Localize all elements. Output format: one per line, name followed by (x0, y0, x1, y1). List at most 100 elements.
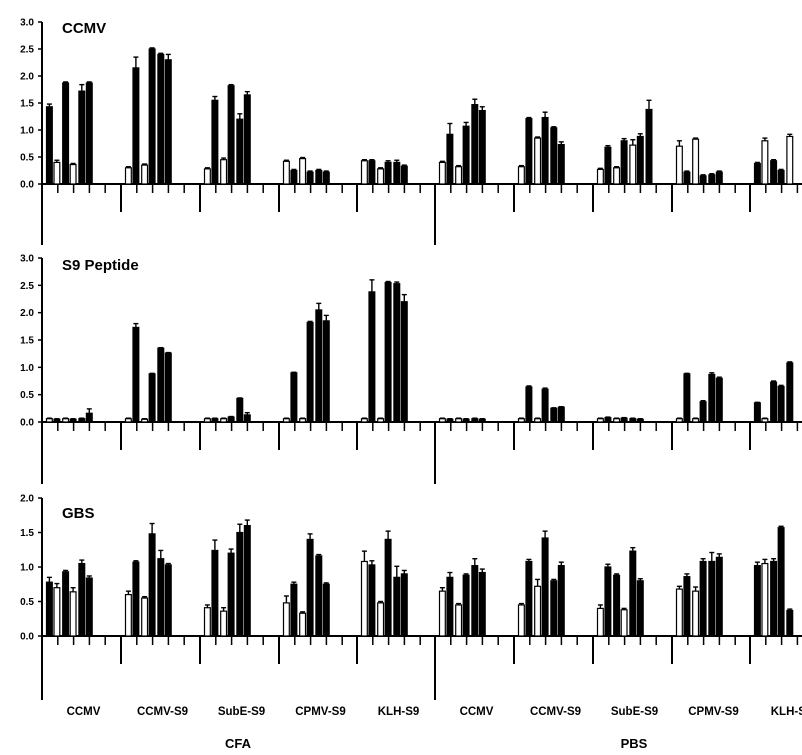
bar (604, 146, 612, 185)
bar (306, 171, 314, 185)
bar (124, 167, 132, 185)
bar (243, 414, 251, 423)
bar (550, 580, 558, 637)
bar (384, 538, 392, 637)
bar (393, 576, 401, 637)
bar (157, 347, 165, 423)
bar (282, 160, 290, 185)
bar (315, 309, 323, 423)
bar (455, 418, 463, 423)
bar (211, 549, 219, 637)
bar (517, 604, 525, 637)
bar (306, 321, 314, 423)
y-tick-label: 0.0 (20, 632, 34, 643)
bar (322, 583, 330, 637)
bar (69, 418, 77, 423)
bar (777, 385, 785, 423)
y-tick-label: 2.5 (20, 281, 34, 292)
bar (400, 165, 408, 185)
bar (315, 169, 323, 185)
bar (368, 291, 376, 423)
bar (770, 160, 778, 185)
bar (438, 590, 446, 637)
bar (62, 82, 70, 185)
y-tick-label: 3.0 (20, 254, 34, 265)
bar (148, 533, 156, 637)
bar (786, 609, 794, 637)
bar (306, 538, 314, 637)
bar (462, 418, 470, 423)
bar (377, 418, 385, 423)
bar (462, 125, 470, 185)
bar (636, 418, 644, 423)
bar (478, 109, 486, 185)
group-label: CPMV-S9 (688, 706, 739, 718)
bar (124, 418, 132, 423)
y-tick-label: 1.0 (20, 563, 34, 574)
bar (203, 418, 211, 423)
bar (211, 418, 219, 423)
bar (315, 555, 323, 637)
bar (400, 573, 408, 637)
bar (753, 162, 761, 185)
bar (541, 537, 549, 637)
x-axis-labels: CCMV CCMV-S9 SubE-S9 CPMV-S9 KLH-S9 CCMV CCMV-… (67, 706, 802, 751)
bar (53, 587, 61, 637)
y-tick-label: 1.0 (20, 363, 34, 374)
bar (45, 418, 53, 423)
group-label: KLH-S9 (378, 706, 420, 718)
bar (715, 171, 723, 185)
bar (708, 174, 716, 185)
bar (141, 597, 149, 637)
bar (220, 418, 228, 423)
bar (517, 166, 525, 185)
bar (157, 53, 165, 185)
bar (290, 583, 298, 637)
bar (45, 106, 53, 185)
y-tick-label: 0.5 (20, 597, 34, 608)
bar (455, 166, 463, 185)
bar (761, 140, 769, 185)
bar (620, 609, 628, 637)
bar (478, 418, 486, 423)
bar (541, 388, 549, 423)
bar (753, 402, 761, 423)
y-tick-label: 2.0 (20, 308, 34, 319)
bar (69, 591, 77, 637)
bar (525, 118, 533, 185)
bar (322, 320, 330, 423)
bar (525, 560, 533, 637)
y-tick-label: 0.0 (20, 418, 34, 429)
bar (227, 85, 235, 185)
bar (203, 168, 211, 185)
bar (85, 82, 93, 185)
bar (699, 175, 707, 185)
bar (446, 133, 454, 185)
bar (471, 418, 479, 423)
bar (141, 418, 149, 423)
bar (620, 140, 628, 185)
bar (613, 167, 621, 185)
bar (770, 381, 778, 423)
bar (471, 565, 479, 637)
bar (368, 564, 376, 637)
y-tick-label: 2.0 (20, 494, 34, 505)
bar (384, 282, 392, 423)
bar (220, 159, 228, 185)
bar (85, 412, 93, 423)
bar (517, 418, 525, 423)
bar (636, 135, 644, 185)
y-tick-label: 1.5 (20, 528, 34, 539)
bar (534, 418, 542, 423)
bar (53, 418, 61, 423)
bar (438, 418, 446, 423)
bar (282, 418, 290, 423)
bar (604, 566, 612, 637)
bar (368, 160, 376, 185)
bar (770, 560, 778, 637)
bar (550, 127, 558, 185)
bar (45, 581, 53, 637)
y-tick-label: 1.0 (20, 126, 34, 137)
y-tick-label: 0.5 (20, 390, 34, 401)
